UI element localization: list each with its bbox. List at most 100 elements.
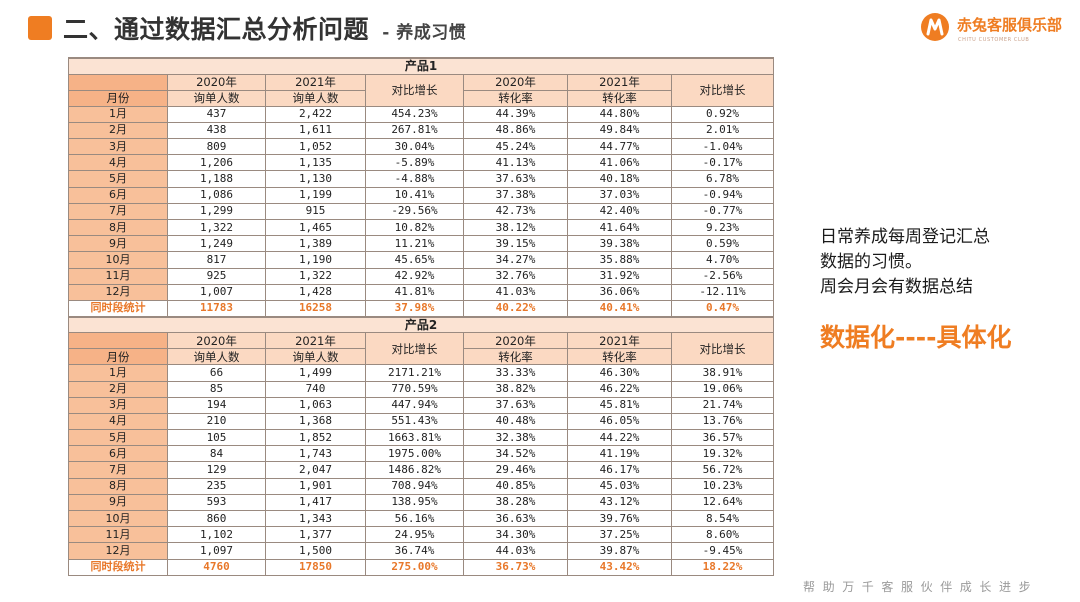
header-blank — [68, 332, 168, 350]
rabbit-logo-icon — [921, 13, 949, 41]
table-row: 10月 817 1,190 45.65% 34.27% 35.88% 4.70% — [68, 251, 774, 269]
table-cell: 1,465 — [265, 218, 366, 237]
table-cell: 38.28% — [463, 493, 568, 512]
table-cell: 40.85% — [463, 477, 568, 495]
table-cell: -2.56% — [671, 267, 774, 285]
table-cell: 105 — [167, 429, 266, 447]
table-row: 12月 1,007 1,428 41.81% 41.03% 36.06% -12.11% — [68, 283, 774, 301]
table-cell: 0.59% — [671, 235, 774, 253]
table-caption-row: 产品1 — [68, 56, 774, 75]
table-cell: 925 — [167, 267, 266, 285]
table-cell: 6.78% — [671, 170, 774, 188]
table-cell: 37.63% — [463, 396, 568, 414]
month-cell: 12月 — [68, 283, 168, 301]
header-cell: 2020年 — [463, 332, 568, 350]
header-cell: 询单人数 — [167, 89, 266, 107]
table-row: 7月 129 2,047 1486.82% 29.46% 46.17% 56.72% — [68, 461, 774, 479]
table-cell: 210 — [167, 412, 266, 431]
table-cell: 34.27% — [463, 251, 568, 269]
table-cell: -29.56% — [365, 202, 464, 221]
table-cell: 1,188 — [167, 170, 266, 188]
table-cell: -1.04% — [671, 138, 774, 156]
table-cell: 10.23% — [671, 477, 774, 495]
table-cell: 44.22% — [567, 429, 672, 447]
logo-name: 赤兔客服俱乐部 — [957, 16, 1063, 34]
table-cell: 29.46% — [463, 461, 568, 479]
table-row: 6月 1,086 1,199 10.41% 37.38% 37.03% -0.94% — [68, 186, 774, 204]
page-subtitle: - 养成习惯 — [382, 23, 467, 43]
table-cell: 41.03% — [463, 283, 568, 301]
table-cell: 593 — [167, 493, 266, 512]
table-cell: 31.92% — [567, 267, 672, 285]
header-cell: 2020年 — [463, 73, 568, 91]
table-cell: 37.38% — [463, 186, 568, 204]
logo-subtext: CHITU CUSTOMER CLUB — [958, 37, 1030, 43]
table-row: 11月 1,102 1,377 24.95% 34.30% 37.25% 8.60% — [68, 526, 774, 544]
month-cell: 5月 — [68, 170, 168, 188]
table-cell: 1,102 — [167, 526, 266, 544]
table-cell: 38.82% — [463, 380, 568, 398]
month-cell: 7月 — [68, 202, 168, 221]
table-cell: 454.23% — [365, 105, 464, 123]
table-cell: 12.64% — [671, 493, 774, 512]
table-row: 8月 235 1,901 708.94% 40.85% 45.03% 10.23% — [68, 477, 774, 495]
slogan: 数据化----具体化 — [820, 323, 1012, 352]
table-cell: 39.38% — [567, 235, 672, 253]
table-total-row: 同时段统计 4760 17850 275.00% 36.73% 43.42% 18.22% — [68, 558, 774, 576]
total-cell: 11783 — [167, 299, 266, 318]
total-cell: 17850 — [265, 558, 366, 576]
table-cell: 809 — [167, 138, 266, 156]
table-cell: 0.92% — [671, 105, 774, 123]
table-cell: 45.65% — [365, 251, 464, 269]
table-cell: 34.30% — [463, 526, 568, 544]
table-row: 3月 809 1,052 30.04% 45.24% 44.77% -1.04% — [68, 138, 774, 156]
table-cell: 1,322 — [265, 267, 366, 285]
table-row: 9月 593 1,417 138.95% 38.28% 43.12% 12.64% — [68, 493, 774, 512]
header-cell: 询单人数 — [167, 348, 266, 366]
table-cell: 817 — [167, 251, 266, 269]
table-row: 5月 105 1,852 1663.81% 32.38% 44.22% 36.57% — [68, 429, 774, 447]
table-cell: 49.84% — [567, 121, 672, 140]
table-row: 1月 437 2,422 454.23% 44.39% 44.80% 0.92% — [68, 105, 774, 123]
month-cell: 10月 — [68, 509, 168, 528]
table-row: 9月 1,249 1,389 11.21% 39.15% 39.38% 0.59% — [68, 235, 774, 253]
table-cell: 41.06% — [567, 154, 672, 172]
table-cell: 437 — [167, 105, 266, 123]
table-cell: -0.94% — [671, 186, 774, 204]
table-cell: 1,389 — [265, 235, 366, 253]
header-blank — [68, 73, 168, 91]
table-cell: 235 — [167, 477, 266, 495]
table-cell: 1,299 — [167, 202, 266, 221]
month-cell: 9月 — [68, 235, 168, 253]
table-cell: 46.22% — [567, 380, 672, 398]
header-cell: 2021年 — [567, 73, 672, 91]
table-cell: 30.04% — [365, 138, 464, 156]
table-cell: 45.81% — [567, 396, 672, 414]
table-row: 5月 1,188 1,130 -4.88% 37.63% 40.18% 6.78% — [68, 170, 774, 188]
table-cell: 1,500 — [265, 542, 366, 560]
total-cell: 43.42% — [567, 558, 672, 576]
table-row: 1月 66 1,499 2171.21% 33.33% 46.30% 38.91% — [68, 364, 774, 382]
header-month: 月份 — [68, 89, 168, 107]
table-cell: 46.05% — [567, 412, 672, 431]
table-cell: 1,249 — [167, 235, 266, 253]
month-cell: 6月 — [68, 445, 168, 463]
table-cell: 10.82% — [365, 218, 464, 237]
total-cell: 36.73% — [463, 558, 568, 576]
table-cell: 36.74% — [365, 542, 464, 560]
table-cell: 1,743 — [265, 445, 366, 463]
month-cell: 2月 — [68, 121, 168, 140]
table-cell: 1,428 — [265, 283, 366, 301]
table-cell: 42.40% — [567, 202, 672, 221]
table-cell: 44.80% — [567, 105, 672, 123]
month-cell: 4月 — [68, 154, 168, 172]
total-cell: 0.47% — [671, 299, 774, 318]
table-cell: 41.64% — [567, 218, 672, 237]
table-cell: 24.95% — [365, 526, 464, 544]
side-note-line: 周会月会有数据总结 — [820, 277, 973, 297]
table-cell: 1,322 — [167, 218, 266, 237]
month-cell: 5月 — [68, 429, 168, 447]
table-cell: 19.06% — [671, 380, 774, 398]
table-cell: 34.52% — [463, 445, 568, 463]
month-cell: 1月 — [68, 105, 168, 123]
